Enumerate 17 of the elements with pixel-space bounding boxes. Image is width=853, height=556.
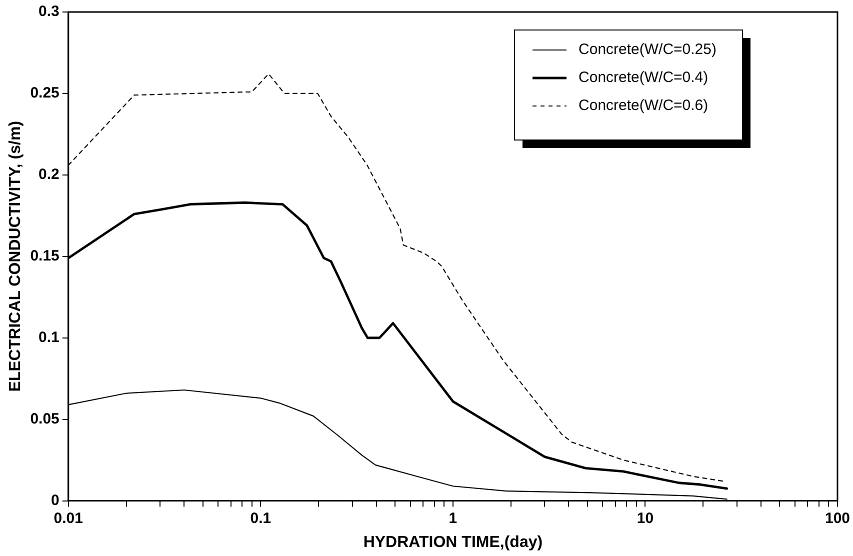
x-axis-title: HYDRATION TIME,(day)	[363, 534, 543, 551]
y-tick-label: 0.15	[30, 248, 60, 265]
x-tick-label: 0.1	[250, 510, 272, 527]
legend-label: Concrete(W/C=0.6)	[578, 97, 708, 114]
x-tick-label: 1	[448, 510, 458, 527]
y-tick-label: 0.25	[30, 84, 60, 102]
y-tick-label: 0.1	[38, 329, 60, 346]
y-tick-label: 0.2	[38, 166, 60, 184]
x-tick-label: 0.01	[54, 510, 83, 527]
legend-label: Concrete(W/C=0.25)	[578, 41, 716, 58]
y-tick-label: 0	[51, 492, 60, 509]
y-axis-title: ELECTRICAL CONDUCTIVITY, (s/m)	[7, 120, 24, 392]
x-tick-label: 10	[636, 510, 654, 527]
y-tick-label: 0.05	[30, 410, 60, 428]
legend-label: Concrete(W/C=0.4)	[578, 69, 708, 86]
x-tick-label: 100	[824, 510, 850, 527]
y-tick-label: 0.3	[38, 3, 60, 20]
